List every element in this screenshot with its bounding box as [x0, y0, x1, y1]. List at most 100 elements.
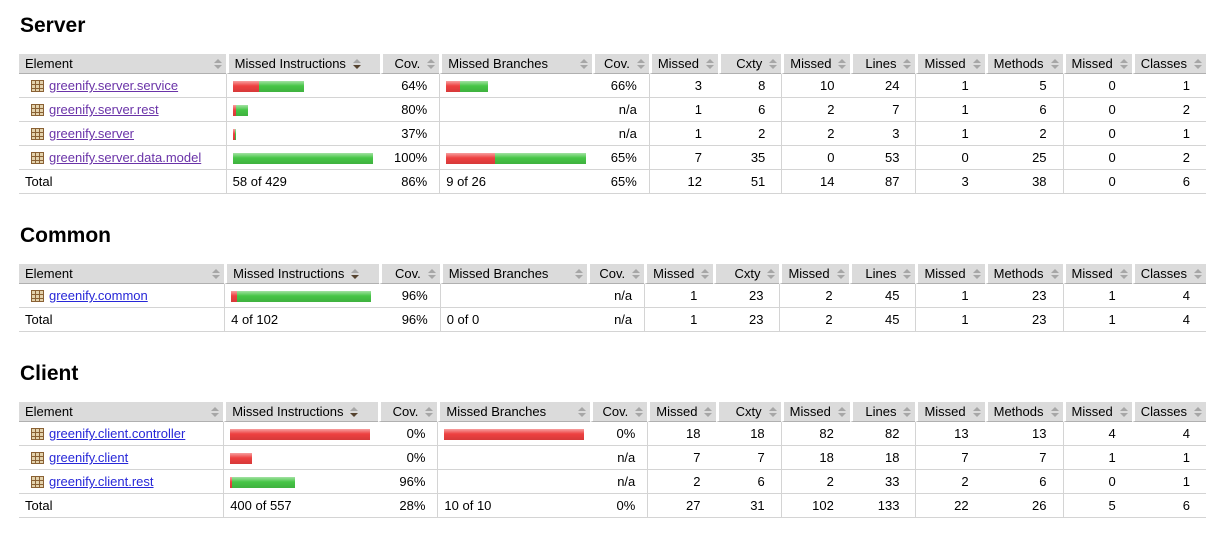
sort-up-triangle — [427, 58, 436, 63]
package-link[interactable]: greenify.server.service — [49, 78, 179, 93]
instructions-coverage-bar — [231, 290, 373, 302]
counter-cell: 1 — [648, 122, 718, 146]
sort-down-triangle — [427, 274, 436, 279]
column-header-cxty[interactable]: Cxty — [718, 54, 782, 74]
header-cell-content: Cxty — [727, 56, 778, 71]
column-header-cxty[interactable]: Cxty — [713, 264, 780, 284]
package-link[interactable]: greenify.server.rest — [49, 102, 159, 117]
column-header-methods[interactable]: Methods — [984, 402, 1063, 422]
column-header-instructions-coverage[interactable]: Cov. — [378, 264, 440, 284]
total-counter-cell: 133 — [849, 494, 916, 518]
total-counter-cell: 51 — [718, 170, 782, 194]
package-link[interactable]: greenify.client.controller — [49, 426, 186, 441]
counter-cell: 2 — [781, 122, 851, 146]
package-link[interactable]: greenify.common — [49, 288, 148, 303]
column-header-classes[interactable]: Classes — [1131, 54, 1206, 74]
column-header-instructions-coverage[interactable]: Cov. — [377, 402, 438, 422]
column-header-label: Cov. — [599, 266, 626, 281]
counter-cell: 1 — [915, 122, 985, 146]
column-header-missed-classes[interactable]: Missed — [1062, 264, 1132, 284]
column-header-lines[interactable]: Lines — [849, 402, 916, 422]
column-header-classes[interactable]: Classes — [1131, 264, 1206, 284]
column-header-missed-cxty[interactable]: Missed — [644, 264, 714, 284]
column-header-branches-coverage[interactable]: Cov. — [592, 54, 649, 74]
total-counter-cell: 14 — [781, 170, 851, 194]
sort-up-triangle — [211, 406, 220, 411]
total-counter-cell: 87 — [850, 170, 916, 194]
counter-cell: 3 — [850, 122, 916, 146]
package-icon — [31, 289, 44, 302]
column-header-label: Missed — [924, 56, 966, 71]
column-header-missed-lines[interactable]: Missed — [781, 54, 851, 74]
sort-up-triangle — [768, 406, 777, 411]
column-header-label: Methods — [993, 266, 1044, 281]
column-header-element[interactable]: Element — [19, 54, 226, 74]
total-label-cell: Total — [19, 170, 226, 194]
counter-cell: 1 — [1131, 470, 1206, 494]
column-header-missed-methods[interactable]: Missed — [915, 54, 985, 74]
header-cell-content: Cov. — [599, 404, 644, 419]
column-header-label: Missed Branches — [448, 266, 549, 281]
sort-icon — [1119, 406, 1128, 417]
column-header-missed-methods[interactable]: Missed — [915, 264, 985, 284]
counter-cell: 23 — [984, 284, 1063, 308]
column-header-cxty[interactable]: Cxty — [716, 402, 781, 422]
counter-cell: 2 — [915, 470, 985, 494]
section-title-client: Client — [20, 362, 79, 385]
column-header-missed-branches[interactable]: Missed Branches — [439, 54, 593, 74]
sort-up-triangle — [1050, 406, 1059, 411]
column-header-missed-classes[interactable]: Missed — [1062, 54, 1132, 74]
counter-cell: 18 — [716, 422, 781, 446]
table-row: greenify.server.data.model 100% 65% 7 35 0 53 0… — [19, 146, 1206, 170]
package-link[interactable]: greenify.server.data.model — [49, 150, 202, 165]
sort-icon — [701, 268, 710, 279]
column-header-missed-methods[interactable]: Missed — [915, 402, 985, 422]
package-link[interactable]: greenify.client.rest — [49, 474, 154, 489]
column-header-label: Cov. — [394, 266, 421, 281]
sort-down-triangle — [352, 64, 361, 69]
column-header-methods[interactable]: Methods — [984, 264, 1063, 284]
total-counter-cell: 2 — [779, 308, 849, 332]
column-header-missed-classes[interactable]: Missed — [1062, 402, 1132, 422]
column-header-instructions-coverage[interactable]: Cov. — [380, 54, 440, 74]
header-cell-content: Missed Branches — [446, 404, 587, 419]
column-header-classes[interactable]: Classes — [1131, 402, 1206, 422]
column-header-missed-cxty[interactable]: Missed — [648, 54, 718, 74]
sort-icon — [838, 58, 847, 69]
package-icon — [31, 79, 44, 92]
column-header-branches-coverage[interactable]: Cov. — [586, 264, 645, 284]
package-link[interactable]: greenify.client — [49, 450, 129, 465]
column-header-branches-coverage[interactable]: Cov. — [590, 402, 648, 422]
sort-up-triangle — [701, 268, 710, 273]
column-header-lines[interactable]: Lines — [848, 264, 916, 284]
column-header-missed-cxty[interactable]: Missed — [647, 402, 717, 422]
branches-coverage-bar — [446, 152, 587, 164]
bar-covered-segment — [237, 290, 372, 302]
column-header-element[interactable]: Element — [19, 264, 225, 284]
column-header-missed-instructions[interactable]: Missed Instructions — [224, 264, 379, 284]
sort-icon — [212, 268, 221, 279]
table-header: Element Missed Instructions Cov. Missed Bra… — [19, 264, 1206, 284]
bar-covered-segment — [232, 152, 373, 164]
column-header-label: Cov. — [602, 404, 629, 419]
sort-down-triangle — [350, 412, 359, 417]
bar-covered-segment — [232, 476, 296, 488]
bar-missed-segment — [230, 452, 253, 464]
sort-icon — [836, 268, 845, 279]
sort-up-triangle — [1119, 58, 1128, 63]
column-header-missed-instructions[interactable]: Missed Instructions — [223, 402, 378, 422]
missed-branches-bar-cell — [437, 422, 591, 446]
column-header-missed-branches[interactable]: Missed Branches — [439, 264, 587, 284]
column-header-lines[interactable]: Lines — [850, 54, 916, 74]
column-header-missed-instructions[interactable]: Missed Instructions — [225, 54, 380, 74]
column-header-methods[interactable]: Methods — [984, 54, 1063, 74]
column-header-missed-lines[interactable]: Missed — [780, 402, 850, 422]
header-cell-content: Classes — [1141, 266, 1202, 281]
column-header-element[interactable]: Element — [19, 402, 224, 422]
column-header-missed-branches[interactable]: Missed Branches — [437, 402, 591, 422]
column-header-label: Missed Branches — [446, 404, 547, 419]
header-cell-content: Cov. — [389, 56, 436, 71]
column-header-missed-lines[interactable]: Missed — [779, 264, 849, 284]
element-cell: greenify.client — [19, 446, 224, 470]
package-link[interactable]: greenify.server — [49, 126, 135, 141]
